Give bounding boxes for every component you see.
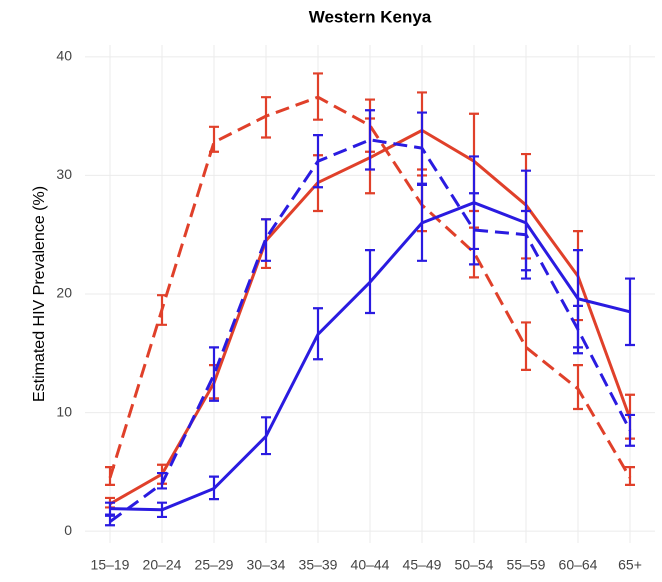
series-line <box>108 95 632 479</box>
x-tick-label: 45–49 <box>403 557 442 573</box>
y-tick-label: 20 <box>56 285 72 301</box>
x-tick-label: 50–54 <box>455 557 494 573</box>
error-bar <box>469 192 479 266</box>
x-tick-label: 35–39 <box>299 557 338 573</box>
y-tick-label: 0 <box>64 522 72 538</box>
series-line <box>109 201 631 512</box>
x-tick-label: 60–64 <box>559 557 598 573</box>
x-tick-label: 15–19 <box>91 557 130 573</box>
x-tick-label: 65+ <box>618 557 642 573</box>
y-tick-label: 10 <box>56 403 72 419</box>
error-bar <box>625 277 635 347</box>
y-axis-label: Estimated HIV Prevalence (%) <box>31 186 48 402</box>
x-tick-label: 20–24 <box>143 557 182 573</box>
chart-title: Western Kenya <box>309 7 432 26</box>
x-tick-label: 55–59 <box>507 557 546 573</box>
y-tick-label: 30 <box>56 166 72 182</box>
x-tick-label: 30–34 <box>247 557 286 573</box>
error-bar <box>261 218 271 262</box>
error-bar <box>521 209 531 272</box>
error-bar <box>625 466 635 486</box>
x-tick-label: 40–44 <box>351 557 390 573</box>
y-tick-label: 40 <box>56 48 72 64</box>
error-bar <box>521 321 531 371</box>
x-tick-label: 25–29 <box>195 557 234 573</box>
error-bar <box>365 109 375 171</box>
error-bar <box>209 346 219 402</box>
series-line <box>109 138 632 523</box>
error-bar <box>209 125 219 153</box>
